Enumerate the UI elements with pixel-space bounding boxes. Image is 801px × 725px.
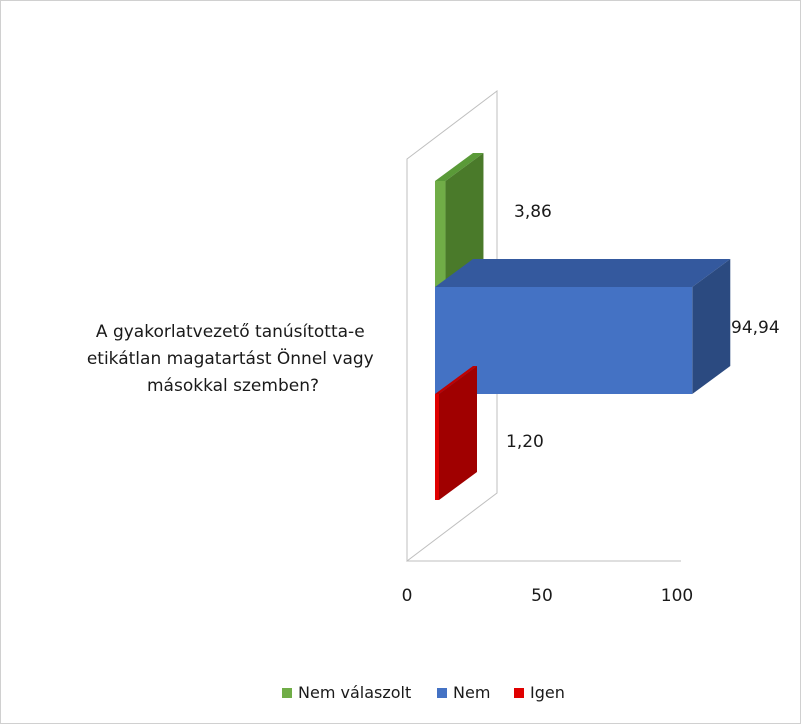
bar-igen	[435, 366, 477, 500]
category-label-line-2: etikátlan magatartást Önnel vagy	[87, 347, 374, 369]
bar-nem-front	[435, 287, 693, 394]
bar-igen-top	[435, 366, 477, 394]
x-tick-label-100: 100	[661, 586, 693, 606]
category-label-line-1: A gyakorlatvezető tanúsította-e	[96, 322, 365, 342]
legend-label-nem-valaszolt: Nem válaszolt	[298, 683, 411, 702]
value-label-nem: 94,94	[731, 318, 780, 338]
bar-nem	[435, 259, 731, 394]
legend-label-igen: Igen	[530, 683, 565, 702]
value-label-nem-valaszolt: 3,86	[514, 202, 552, 222]
legend-swatch-nem-valaszolt	[282, 688, 292, 698]
x-tick-label-50: 50	[531, 586, 553, 606]
value-label-igen: 1,20	[506, 432, 544, 452]
bar-nem-valaszolt	[435, 153, 484, 287]
bar-igen-front	[435, 394, 439, 500]
bar-nem-side	[692, 259, 731, 394]
legend-swatch-igen	[514, 688, 524, 698]
x-tick-label-0: 0	[402, 586, 413, 606]
bar-nem-valaszolt-top	[435, 153, 484, 181]
legend-label-nem: Nem	[453, 683, 490, 702]
bar-igen-side	[439, 366, 477, 500]
bar-nem-top	[435, 259, 731, 287]
bar-nem-valaszolt-front	[435, 181, 446, 287]
value-labels-group: 3,86 94,94 1,20	[506, 202, 780, 452]
category-label-line-3: másokkal szemben?	[147, 376, 319, 396]
bar-nem-valaszolt-side	[445, 153, 484, 287]
svg-text:A gyakorlatvezető tanúsította-: A gyakorlatvezető tanúsította-e etikátla…	[87, 322, 379, 396]
bars-group	[435, 153, 731, 500]
legend-swatch-nem	[437, 688, 447, 698]
legend: Nem válaszolt Nem Igen	[282, 683, 565, 702]
